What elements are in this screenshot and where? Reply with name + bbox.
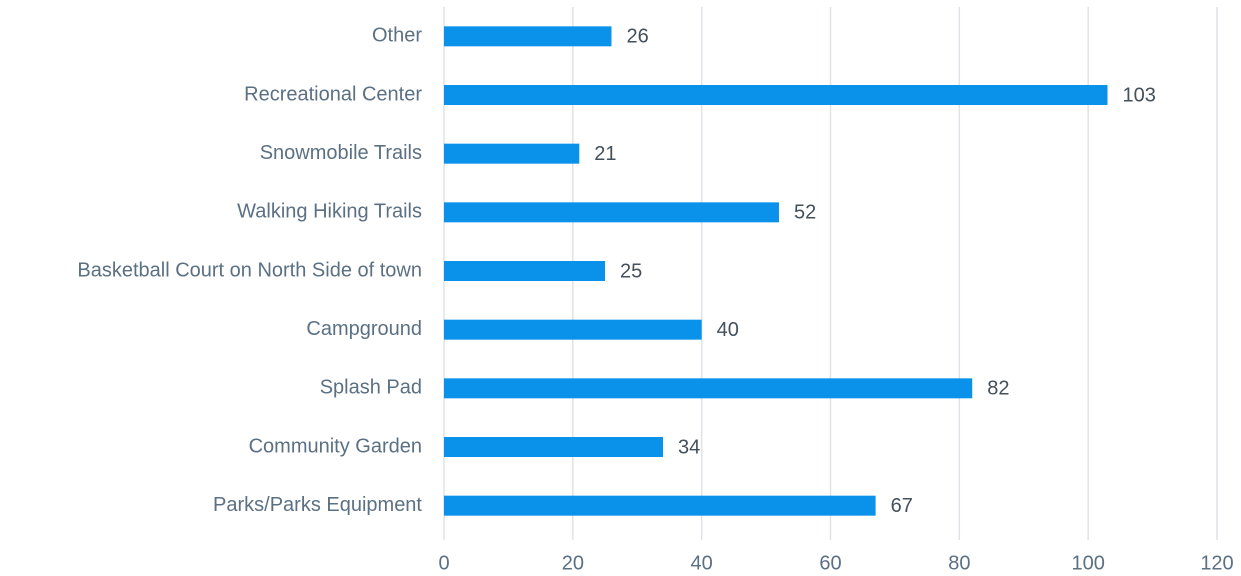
bar (444, 202, 779, 223)
data-label: 52 (794, 202, 816, 224)
y-tick-label: Snowmobile Trails (260, 142, 422, 164)
bar (444, 495, 876, 516)
y-tick-label: Community Garden (249, 435, 422, 457)
x-tick-label: 0 (438, 552, 449, 574)
data-label: 26 (626, 26, 648, 48)
y-tick-label: Walking Hiking Trails (237, 201, 422, 223)
data-label: 82 (987, 378, 1009, 400)
y-tick-label: Splash Pad (320, 377, 422, 399)
y-tick-label: Other (372, 25, 422, 47)
data-label: 21 (594, 143, 616, 165)
x-tick-label: 40 (691, 552, 713, 574)
x-tick-label: 100 (1071, 552, 1104, 574)
data-label: 103 (1122, 84, 1155, 106)
x-tick-label: 20 (562, 552, 584, 574)
bar (444, 378, 973, 399)
data-label: 67 (891, 495, 913, 517)
x-tick-label: 60 (819, 552, 841, 574)
bar (444, 143, 580, 164)
bar (444, 319, 702, 340)
bar (444, 85, 1108, 105)
bar (444, 261, 606, 281)
y-tick-label: Campground (306, 318, 422, 340)
y-tick-label: Parks/Parks Equipment (213, 494, 422, 516)
y-tick-label: Recreational Center (244, 83, 422, 105)
bar (444, 437, 664, 457)
data-label: 40 (717, 319, 739, 341)
x-tick-label: 120 (1200, 552, 1233, 574)
bar (444, 26, 612, 47)
y-tick-label: Basketball Court on North Side of town (77, 259, 422, 281)
data-label: 25 (620, 260, 642, 282)
x-tick-label: 80 (948, 552, 970, 574)
data-label: 34 (678, 436, 700, 458)
